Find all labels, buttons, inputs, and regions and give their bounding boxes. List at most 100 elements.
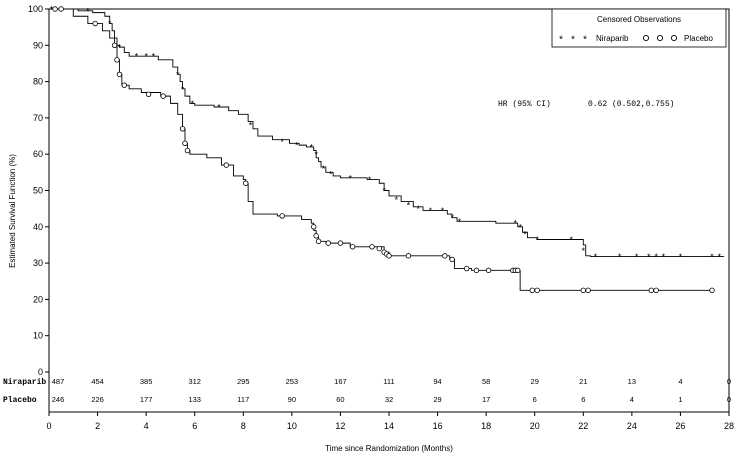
censor-marker-placebo <box>52 6 58 12</box>
curve-niraparib <box>49 8 725 258</box>
y-tick-label: 100 <box>28 4 43 14</box>
censor-marker-niraparib: * <box>534 236 539 246</box>
censor-marker-placebo <box>311 224 317 230</box>
at-risk-table: Niraparib 487 454 385 312 295 253 167 111 94 58 29 2… <box>3 377 731 405</box>
x-tick-label: 10 <box>287 421 297 431</box>
x-tick-label: 6 <box>192 421 197 431</box>
censor-marker-placebo <box>92 20 98 27</box>
censor-marker-placebo <box>315 238 322 245</box>
x-tick-label: 4 <box>144 421 149 431</box>
at-risk-value: 117 <box>237 395 249 404</box>
censor-marker-placebo <box>534 287 540 294</box>
censor-marker-placebo <box>515 267 521 274</box>
censor-marker-niraparib: * <box>294 142 299 152</box>
censor-marker-placebo <box>449 256 455 263</box>
at-risk-value: 4 <box>678 377 682 386</box>
y-tick-label: 90 <box>33 40 43 50</box>
at-risk-value: 6 <box>581 395 585 404</box>
at-risk-value: 246 <box>52 395 65 404</box>
y-tick-label: 80 <box>33 77 43 87</box>
legend-marker-niraparib-icon: * * * <box>558 35 588 47</box>
censor-marker-niraparib: * <box>117 44 122 54</box>
y-tick-label: 60 <box>33 149 43 159</box>
censor-marker-niraparib: * <box>717 253 722 263</box>
censor-marker-placebo <box>114 57 120 63</box>
x-tick-label: 12 <box>335 421 345 431</box>
censor-marker-placebo <box>116 71 123 78</box>
censor-marker-niraparib: * <box>321 165 326 175</box>
censor-marker-placebo <box>111 42 118 48</box>
censor-marker-niraparib: * <box>709 253 714 263</box>
censor-marker-placebo <box>313 233 319 239</box>
at-risk-value: 454 <box>91 377 104 386</box>
censor-marker-niraparib: * <box>522 231 527 241</box>
y-tick-label: 50 <box>33 186 43 196</box>
censor-marker-niraparib: * <box>415 205 420 215</box>
legend-circle <box>656 34 664 42</box>
censor-marker-placebo <box>464 265 470 272</box>
censor-marker-niraparib: * <box>279 138 284 148</box>
censor-marker-niraparib: * <box>457 218 462 228</box>
censor-marker-placebo <box>473 267 480 274</box>
x-tick-label: 14 <box>384 421 394 431</box>
censor-marker-placebo <box>179 126 186 132</box>
y-axis-label: Estimated Survival Function (%) <box>8 154 17 268</box>
at-risk-value: 29 <box>433 395 441 404</box>
censor-marker-niraparib: * <box>328 171 333 181</box>
censor-marker-niraparib: * <box>49 6 54 16</box>
x-tick-label: 24 <box>627 421 637 431</box>
censor-marker-placebo <box>529 287 535 294</box>
x-axis: 0 2 4 6 8 10 12 14 16 18 20 22 24 26 28 <box>46 412 734 431</box>
censor-marker-placebo <box>58 6 64 12</box>
at-risk-value: 6 <box>533 395 537 404</box>
legend-marker-placebo-icon <box>642 34 678 42</box>
censor-marker-niraparib: * <box>190 100 195 110</box>
y-tick-label: 30 <box>33 258 43 268</box>
censor-marker-placebo <box>145 91 152 98</box>
at-risk-value: 90 <box>288 395 296 404</box>
censor-marker-placebo <box>223 162 229 168</box>
censor-marker-niraparib: * <box>449 214 454 224</box>
x-tick-label: 2 <box>95 421 100 431</box>
at-risk-value: 0 <box>727 377 731 386</box>
censor-marker-placebo <box>121 82 127 88</box>
x-tick-label: 28 <box>724 421 734 431</box>
censor-marker-niraparib: * <box>617 253 622 263</box>
censor-marker-placebo <box>648 287 654 294</box>
at-risk-value: 167 <box>334 377 347 386</box>
at-risk-value: 111 <box>383 377 394 386</box>
censor-marker-placebo <box>243 180 249 186</box>
survival-curves <box>49 8 725 291</box>
hr-value: 0.62 (0.502,0.755) <box>588 100 674 109</box>
x-axis-label: Time since Randomization (Months) <box>325 444 453 453</box>
legend-title: Censored Observations <box>597 15 681 24</box>
censor-marker-placebo <box>709 287 715 294</box>
censor-marker-placebo <box>325 240 331 246</box>
censor-marker-placebo <box>279 213 285 219</box>
y-tick-label: 0 <box>38 367 43 377</box>
censor-marker-placebo <box>369 244 375 250</box>
at-risk-label-niraparib: Niraparib <box>3 378 46 387</box>
x-tick-label: 16 <box>433 421 443 431</box>
at-risk-value: 1 <box>678 395 682 404</box>
at-risk-value: 29 <box>531 377 539 386</box>
censor-marker-niraparib: * <box>406 202 411 212</box>
censor-marker-niraparib: * <box>661 253 666 263</box>
censor-marker-placebo <box>160 93 166 99</box>
censor-marker-placebo <box>405 253 412 259</box>
censor-marker-niraparib: * <box>143 53 148 63</box>
censor-marker-niraparib: * <box>581 247 586 257</box>
legend-label-placebo: Placebo <box>684 34 713 43</box>
at-risk-value: 13 <box>628 377 636 386</box>
censor-marker-niraparib: * <box>107 20 112 30</box>
censor-marker-placebo <box>485 267 492 274</box>
censor-marker-niraparib: * <box>678 253 683 263</box>
censor-marks: * **** * **** *** * **** * **** * * ** * * *** *** * * * * *… <box>49 6 722 294</box>
legend-label-niraparib: Niraparib <box>596 34 629 43</box>
censor-marker-niraparib: * <box>513 220 518 230</box>
legend: Censored Observations * * * Niraparib Pl… <box>551 8 727 48</box>
censor-marker-placebo <box>376 245 382 252</box>
at-risk-value: 32 <box>385 395 393 404</box>
hr-label: HR (95% CI) <box>498 100 551 109</box>
legend-circle <box>670 34 678 42</box>
